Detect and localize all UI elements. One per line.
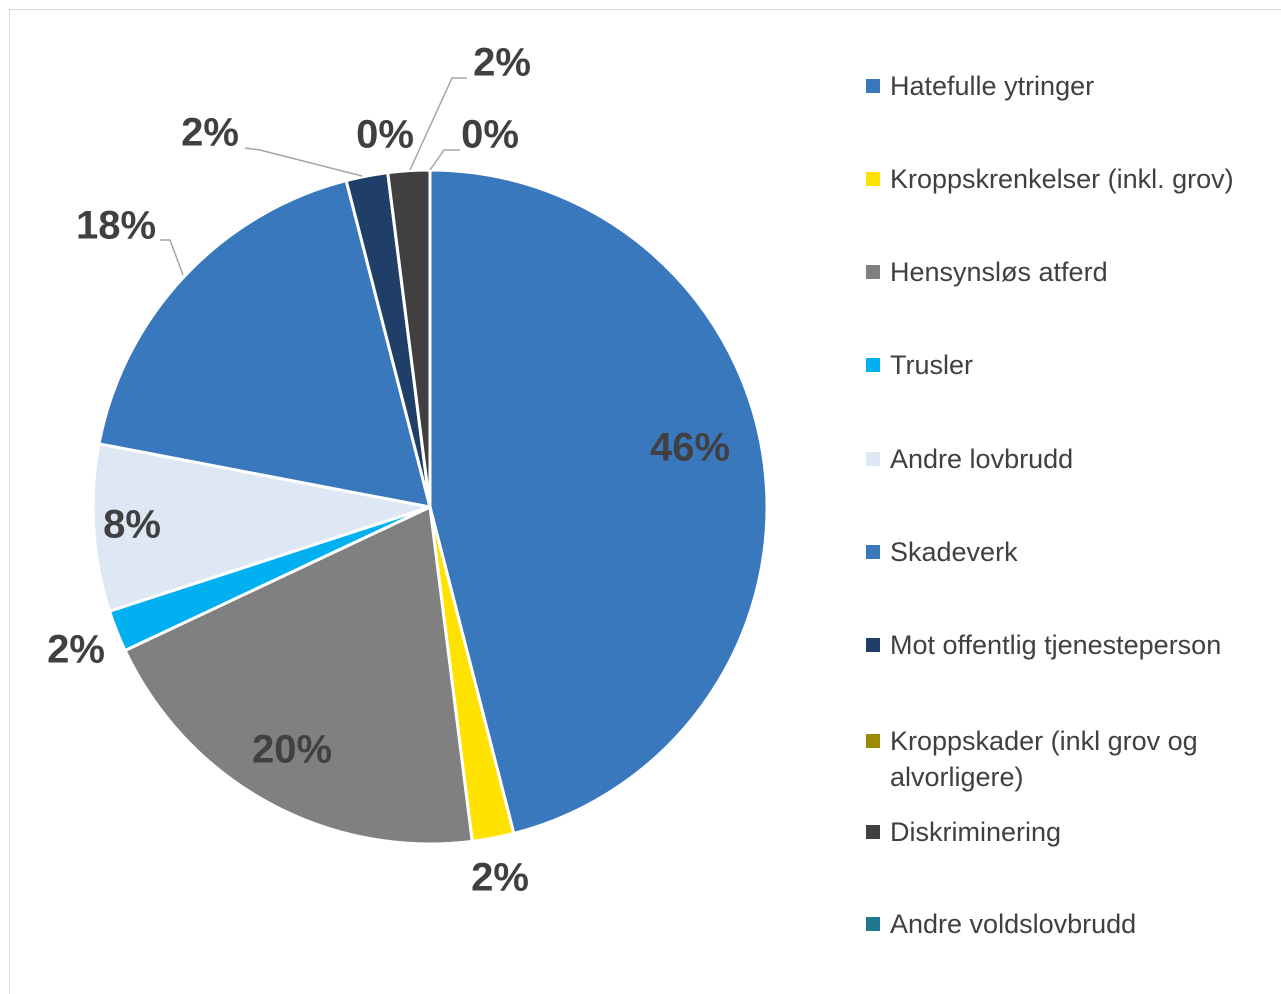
legend-swatch — [866, 825, 880, 839]
leader-line — [160, 239, 184, 276]
legend-label: Mot offentlig tjenesteperson — [890, 630, 1222, 660]
legend-swatch — [866, 734, 880, 748]
data-label: 2% — [471, 856, 529, 900]
legend-label: Hensynsløs atferd — [890, 257, 1108, 287]
data-label: 2% — [473, 41, 531, 85]
pie-slice — [123, 504, 474, 846]
legend-label: Hatefulle ytringer — [890, 71, 1095, 101]
legend-label: Andre lovbrudd — [890, 444, 1074, 474]
legend-swatch — [866, 265, 880, 279]
legend-swatch — [866, 452, 880, 466]
legend-label: Kroppskrenkelser (inkl. grov) — [890, 164, 1234, 194]
legend-swatch — [866, 79, 880, 93]
pie-slice — [428, 168, 769, 836]
data-label: 8% — [103, 503, 161, 547]
legend-item: Mot offentlig tjenesteperson — [866, 627, 1266, 663]
data-label: 0% — [461, 113, 519, 157]
legend-label: Andre voldslovbrudd — [890, 909, 1137, 939]
legend-item: Andre lovbrudd — [866, 441, 1266, 477]
leader-line — [244, 147, 363, 177]
legend-item: Diskriminering — [866, 814, 1266, 850]
data-label: 18% — [76, 204, 156, 248]
leader-line — [409, 77, 467, 171]
legend-label: Trusler — [890, 350, 974, 380]
legend-item: Skadeverk — [866, 534, 1266, 570]
legend-label: Skadeverk — [890, 537, 1018, 567]
legend-swatch — [866, 358, 880, 372]
legend-swatch — [866, 917, 880, 931]
chart-frame — [9, 9, 1281, 994]
legend-swatch — [866, 172, 880, 186]
data-label: 2% — [47, 628, 105, 672]
legend-item: Kroppskader (inkl grov og alvorligere) — [866, 723, 1266, 795]
legend-item: Hatefulle ytringer — [866, 68, 1266, 104]
legend-label: Kroppskader (inkl grov og alvorligere) — [890, 726, 1198, 792]
data-label: 0% — [356, 113, 414, 157]
legend-swatch — [866, 545, 880, 559]
legend-label: Diskriminering — [890, 817, 1062, 847]
data-label: 46% — [650, 426, 730, 470]
legend-item: Hensynsløs atferd — [866, 254, 1266, 290]
pie-slice — [97, 178, 433, 509]
legend-swatch — [866, 638, 880, 652]
leader-line — [429, 149, 460, 171]
data-label: 20% — [252, 728, 332, 772]
legend-item: Kroppskrenkelser (inkl. grov) — [866, 161, 1266, 197]
data-label: 2% — [181, 111, 239, 155]
pie-slice — [91, 442, 431, 614]
legend-item: Trusler — [866, 347, 1266, 383]
legend-item: Andre voldslovbrudd — [866, 906, 1266, 942]
